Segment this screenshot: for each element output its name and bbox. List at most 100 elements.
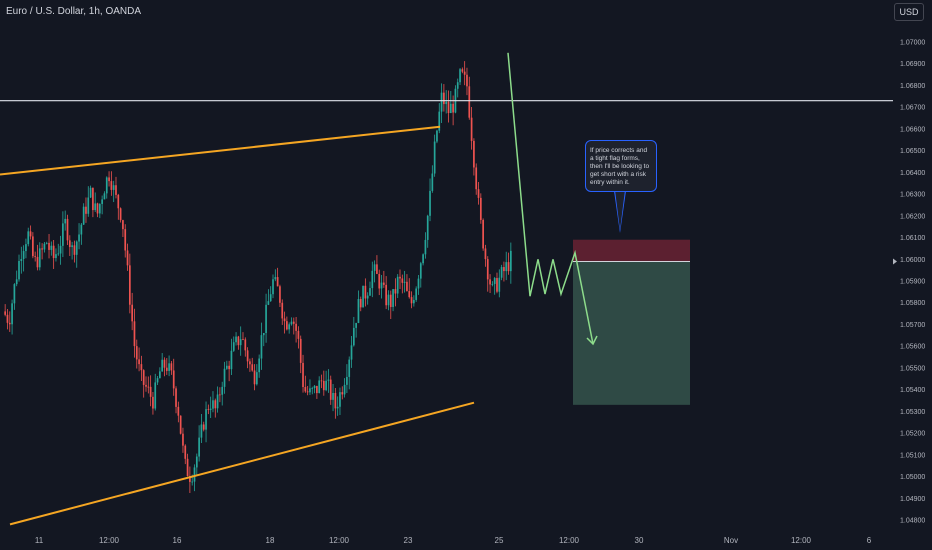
- candle-body: [415, 288, 418, 300]
- y-tick-label: 1.06800: [900, 83, 925, 90]
- candle-body: [214, 400, 217, 409]
- candle-body: [378, 273, 381, 289]
- candle-body: [362, 285, 364, 308]
- candle-body: [283, 318, 286, 322]
- y-tick-label: 1.05300: [900, 409, 925, 416]
- x-tick-label: 12:00: [559, 536, 580, 545]
- y-tick-label: 1.05000: [900, 474, 925, 481]
- candle-body: [477, 189, 480, 198]
- candle-body: [394, 289, 397, 294]
- candle-body: [221, 386, 224, 395]
- candle-body: [350, 345, 353, 360]
- candle-body: [507, 262, 510, 272]
- candle-body: [62, 223, 64, 246]
- candle-body: [369, 288, 371, 296]
- candle-body: [163, 359, 166, 368]
- candle-body: [18, 261, 20, 280]
- candle-body: [295, 323, 297, 331]
- candle-body: [459, 69, 461, 83]
- candle-body: [468, 86, 471, 118]
- position-zones[interactable]: [573, 239, 690, 405]
- candle-body: [225, 365, 228, 369]
- candle-body: [191, 481, 194, 483]
- candle-body: [43, 243, 46, 250]
- y-tick-label: 1.06300: [900, 192, 925, 199]
- candle-body: [212, 400, 214, 409]
- chart-title: Euro / U.S. Dollar, 1h, OANDA: [6, 6, 142, 17]
- candle-body: [75, 241, 78, 255]
- candle-body: [339, 392, 341, 407]
- candle-body: [493, 278, 496, 284]
- candles: [4, 61, 512, 494]
- candle-body: [422, 254, 424, 264]
- candle-body: [290, 321, 293, 325]
- candle-body: [408, 291, 411, 298]
- candle-body: [269, 294, 272, 302]
- candle-body: [286, 321, 288, 330]
- candle-body: [306, 391, 309, 393]
- annotation-pointer-fill: [615, 190, 625, 230]
- candle-body: [322, 380, 325, 391]
- y-tick-label: 1.06600: [900, 126, 925, 133]
- candle-body: [228, 365, 230, 370]
- candle-body: [101, 199, 103, 204]
- projection-path[interactable]: [507, 52, 594, 345]
- candle-body: [27, 231, 30, 245]
- currency-button[interactable]: USD: [894, 3, 924, 21]
- candle-body: [260, 335, 263, 359]
- candle-body: [165, 367, 168, 371]
- candle-body: [122, 220, 124, 230]
- candle-body: [186, 458, 189, 477]
- candle-body: [108, 177, 110, 182]
- y-tick-label: 1.04800: [900, 518, 925, 525]
- candle-body: [138, 359, 140, 365]
- candle-body: [50, 245, 53, 250]
- candle-body: [38, 248, 41, 268]
- candle-body: [193, 467, 196, 482]
- upper-trendline[interactable]: [0, 125, 441, 176]
- candle-body: [413, 299, 415, 304]
- candle-body: [119, 208, 122, 221]
- candle-body: [452, 103, 454, 113]
- y-tick-label: 1.05900: [900, 279, 925, 286]
- candle-body: [189, 476, 191, 482]
- candle-body: [396, 276, 399, 294]
- candle-body: [311, 388, 314, 389]
- candle-body: [48, 242, 50, 250]
- candle-body: [175, 388, 177, 407]
- time-axis[interactable]: 11 12:00 16 18 12:00 23 25 12:00 30 Nov 12:00 6: [35, 536, 872, 545]
- candle-body: [288, 324, 291, 330]
- candle-body: [124, 229, 127, 251]
- x-tick-label: 25: [495, 536, 504, 545]
- candle-body: [313, 385, 316, 389]
- candle-body: [276, 277, 279, 287]
- candle-body: [355, 322, 357, 328]
- drawings[interactable]: [0, 52, 893, 526]
- stop-loss-zone[interactable]: [573, 239, 690, 262]
- candle-body: [202, 424, 205, 430]
- lower-trendline[interactable]: [9, 401, 475, 526]
- x-tick-label: 18: [266, 536, 275, 545]
- candle-body: [36, 256, 39, 268]
- candle-body: [135, 346, 138, 360]
- candle-body: [272, 279, 274, 295]
- candle-body: [419, 263, 422, 279]
- current-price-marker: [893, 258, 897, 265]
- candle-body: [279, 286, 281, 303]
- y-tick-label: 1.05200: [900, 431, 925, 438]
- candle-body: [85, 206, 87, 214]
- x-tick-label: 30: [635, 536, 644, 545]
- candle-body: [98, 203, 101, 214]
- candle-body: [341, 392, 344, 395]
- candle-body: [417, 278, 420, 289]
- candle-body: [475, 167, 478, 190]
- price-axis[interactable]: 1.07000 1.06900 1.06800 1.06700 1.06600 1.065…: [893, 40, 925, 525]
- take-profit-zone[interactable]: [573, 261, 690, 405]
- candle-body: [25, 244, 27, 252]
- candle-body: [251, 364, 254, 371]
- y-tick-label: 1.07000: [900, 40, 925, 47]
- annotation-callout[interactable]: If price corrects and a tight flag forms…: [585, 140, 657, 192]
- candle-body: [219, 394, 221, 396]
- candle-body: [223, 368, 226, 387]
